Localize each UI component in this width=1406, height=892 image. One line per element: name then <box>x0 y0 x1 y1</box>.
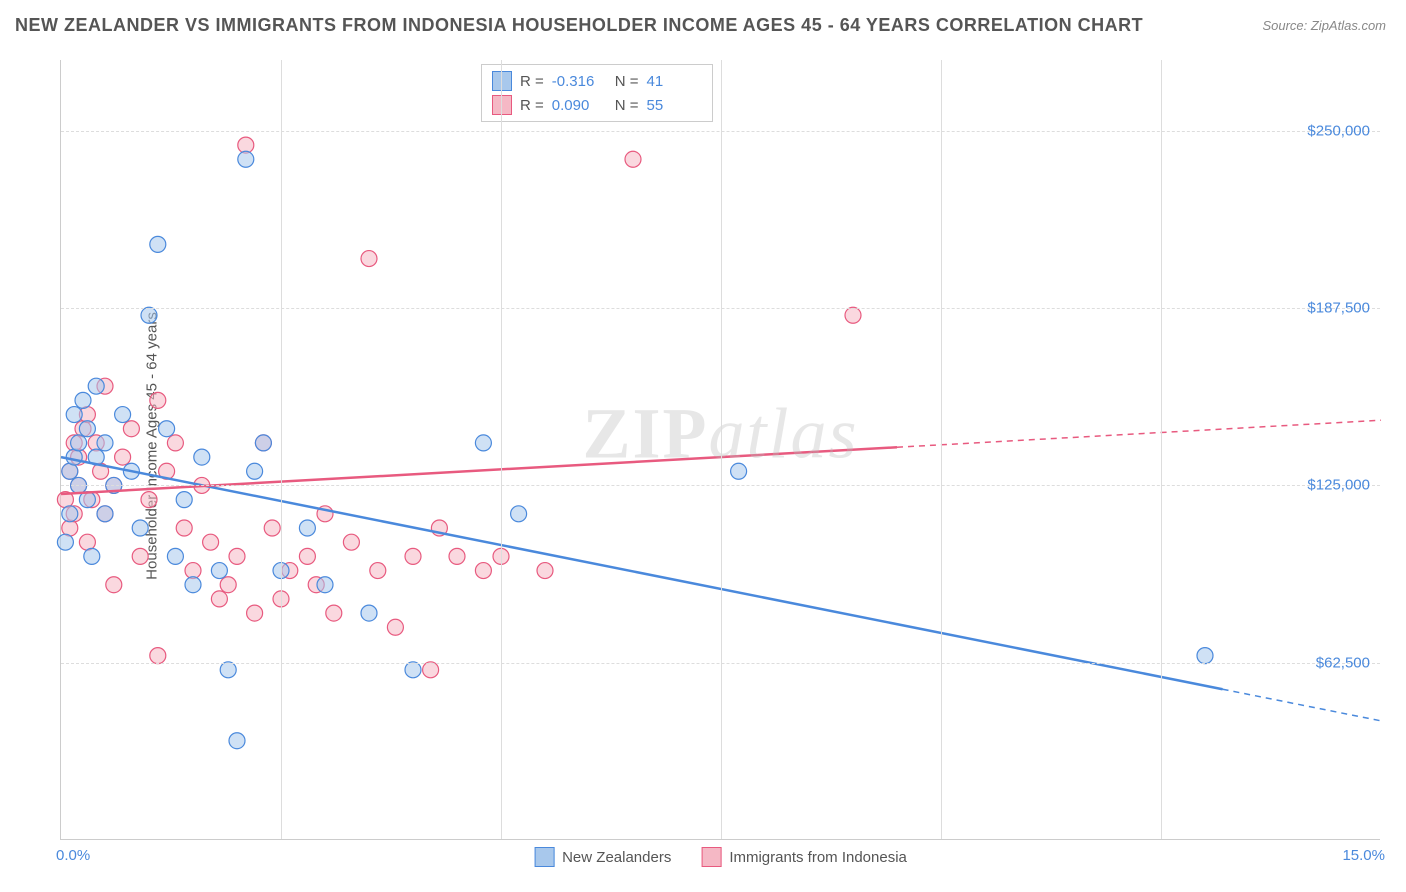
series2-n: 55 <box>647 97 702 114</box>
x-tick-0: 0.0% <box>56 847 90 864</box>
y-tick-label: $187,500 <box>1307 300 1370 317</box>
series1-r: -0.316 <box>552 73 607 90</box>
series1-n: 41 <box>647 73 702 90</box>
stats-box: R = -0.316 N = 41 R = 0.090 N = 55 <box>481 64 713 122</box>
chart-container: NEW ZEALANDER VS IMMIGRANTS FROM INDONES… <box>10 10 1396 882</box>
chart-source: Source: ZipAtlas.com <box>1262 18 1386 33</box>
series1-legend-label: New Zealanders <box>562 849 671 866</box>
series1-swatch <box>492 71 512 91</box>
legend-item-1: New Zealanders <box>534 847 671 867</box>
y-tick-label: $62,500 <box>1316 654 1370 671</box>
gridline-x <box>501 60 502 839</box>
series1-legend-swatch <box>534 847 554 867</box>
legend-item-2: Immigrants from Indonesia <box>701 847 907 867</box>
stats-row-1: R = -0.316 N = 41 <box>492 69 702 93</box>
gridline-x <box>941 60 942 839</box>
gridline-x <box>721 60 722 839</box>
series2-r: 0.090 <box>552 97 607 114</box>
y-tick-label: $250,000 <box>1307 122 1370 139</box>
gridline-x <box>1161 60 1162 839</box>
stats-row-2: R = 0.090 N = 55 <box>492 93 702 117</box>
y-tick-label: $125,000 <box>1307 477 1370 494</box>
chart-title: NEW ZEALANDER VS IMMIGRANTS FROM INDONES… <box>15 15 1143 36</box>
series2-swatch <box>492 95 512 115</box>
x-tick-1: 15.0% <box>1342 847 1385 864</box>
series2-legend-swatch <box>701 847 721 867</box>
plot-area: ZIPatlas R = -0.316 N = 41 R = 0.090 N =… <box>60 60 1380 840</box>
series2-legend-label: Immigrants from Indonesia <box>729 849 907 866</box>
bottom-legend: New Zealanders Immigrants from Indonesia <box>534 847 907 867</box>
gridline-x <box>281 60 282 839</box>
